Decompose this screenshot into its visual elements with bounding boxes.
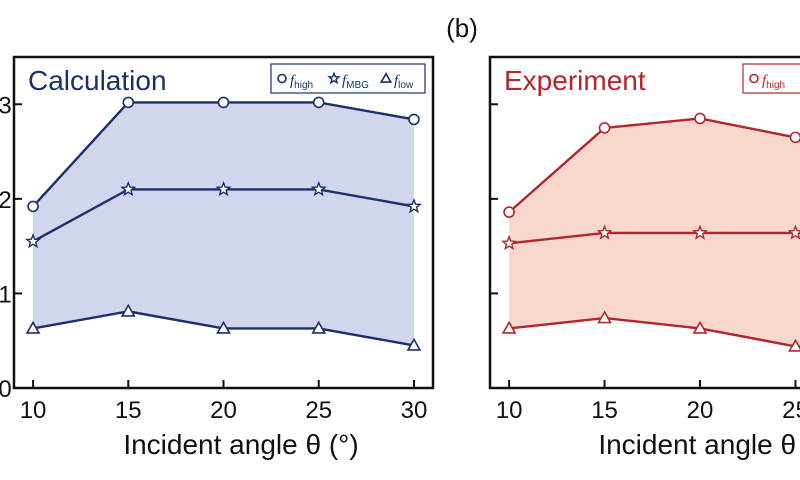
panel-label: (b): [446, 13, 478, 43]
data-point-star: [25, 232, 42, 249]
legend-entry: fMBG: [342, 73, 369, 91]
data-point-triangle: [692, 320, 708, 334]
x-tick-label: 20: [687, 397, 714, 424]
data-point-circle: [408, 113, 420, 126]
data-point-circle: [217, 96, 230, 109]
data-point-star: [215, 180, 232, 197]
panel-title: Calculation: [28, 65, 167, 96]
data-point-star: [787, 224, 800, 240]
legend-entry: flow: [394, 73, 414, 91]
x-tick-label: 30: [401, 397, 428, 424]
y-tick-label: 2: [0, 187, 12, 214]
x-tick-label: 25: [305, 397, 332, 424]
data-point-star: [501, 234, 518, 251]
data-point-star: [596, 224, 613, 240]
data-point-circle: [694, 112, 706, 125]
data-point-triangle: [788, 338, 800, 352]
legend-subscript: MBG: [346, 80, 369, 91]
legend-circle-icon: [749, 73, 759, 84]
x-axis-title: Incident angle θ (°): [123, 429, 358, 460]
legend-symbol-name: f: [394, 73, 400, 89]
legend-symbol-name: f: [762, 73, 768, 89]
x-axis-title: Incident angle θ (°): [598, 429, 800, 460]
data-point-star: [691, 224, 709, 240]
experiment-panel: 10 15 20 25 Incident angle θ (°) Experiment fh…: [488, 55, 800, 460]
data-point-triangle: [597, 310, 612, 324]
data-point-circle: [27, 200, 39, 213]
legend-subscript: low: [398, 80, 414, 91]
legend-subscript: high: [294, 80, 313, 91]
legend-circle-icon: [277, 73, 287, 84]
x-tick-label: 10: [496, 397, 523, 424]
data-point-triangle: [216, 320, 231, 334]
data-point-triangle: [406, 337, 422, 351]
x-tick-label: 25: [782, 397, 800, 424]
legend-symbol-name: f: [290, 73, 296, 89]
data-point-triangle: [311, 320, 327, 334]
x-tick-label: 20: [210, 397, 237, 424]
panel-title: Experiment: [504, 65, 646, 96]
data-point-circle: [122, 96, 135, 109]
legend-entry: fhigh: [762, 73, 785, 91]
x-tick-label: 15: [591, 397, 618, 424]
data-point-circle: [598, 122, 611, 134]
data-point-circle: [312, 96, 325, 109]
legend-symbol-name: f: [342, 73, 348, 89]
legend-triangle-icon: [379, 72, 393, 83]
x-tick-label: 15: [115, 397, 142, 424]
legend-entry: fhigh: [290, 73, 313, 91]
y-tick-label: 1: [0, 281, 12, 308]
data-point-star: [310, 180, 327, 197]
data-point-triangle: [25, 320, 41, 334]
data-point-star: [120, 180, 137, 197]
data-point-triangle: [120, 303, 136, 317]
shaded-band: [33, 102, 414, 346]
legend-box: [270, 63, 426, 94]
legend-star-icon: [327, 71, 341, 85]
y-tick-label: 3: [0, 92, 12, 119]
calculation-panel: 0 1 2 3 10 15 20 25 30 Incident angle θ (°) Calcul…: [0, 55, 435, 460]
x-tick-label: 10: [20, 397, 47, 424]
legend-subscript: high: [766, 80, 785, 91]
data-point-circle: [789, 131, 800, 144]
y-tick-label: 0: [0, 376, 12, 403]
data-point-triangle: [501, 320, 517, 334]
data-point-circle: [503, 206, 515, 218]
data-point-star: [405, 197, 422, 214]
